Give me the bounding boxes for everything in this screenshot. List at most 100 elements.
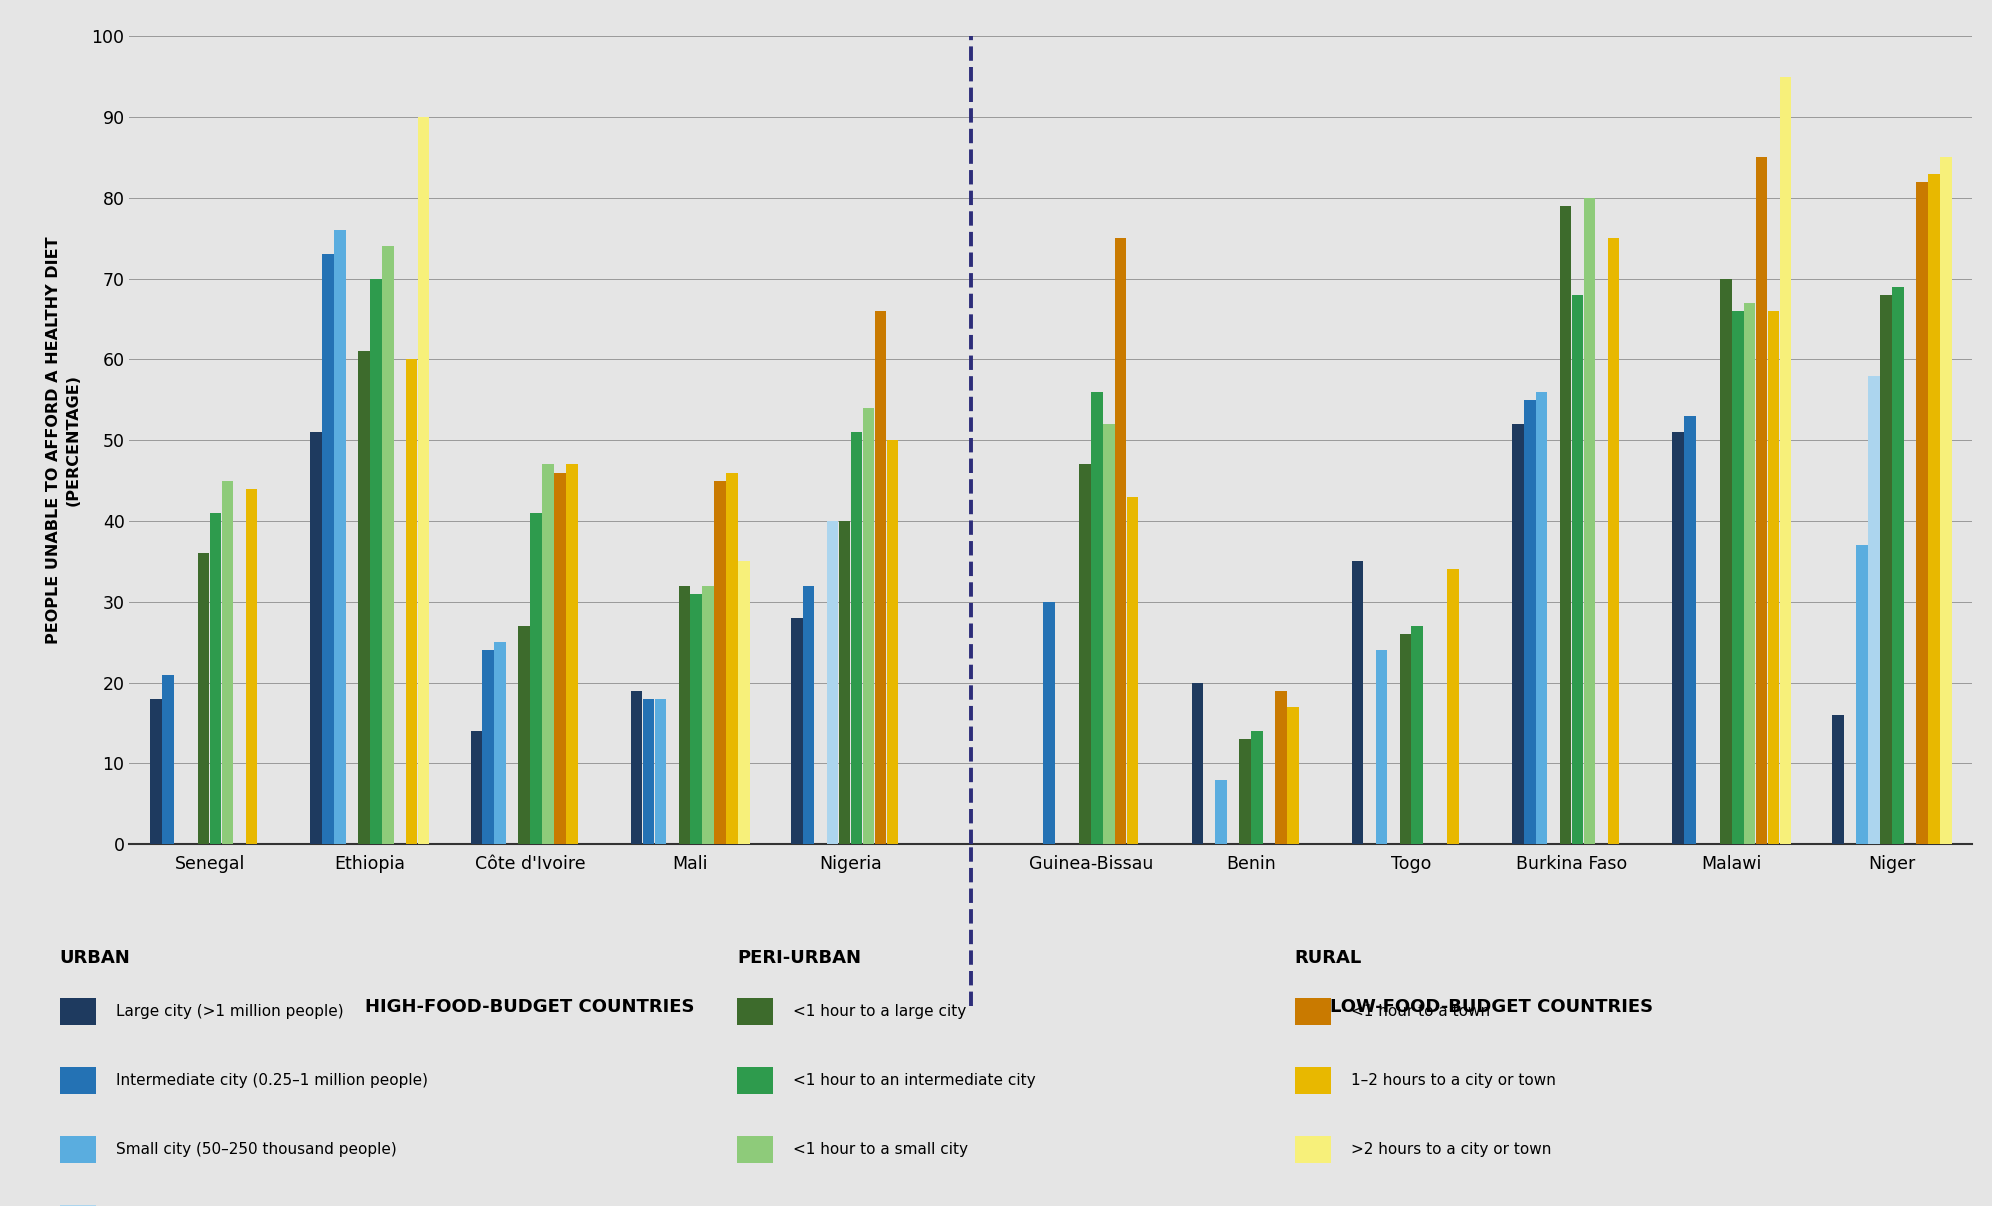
Bar <box>1683 416 1695 844</box>
Bar <box>60 1067 96 1094</box>
Text: PERI-URBAN: PERI-URBAN <box>737 949 861 967</box>
Text: LOW-FOOD-BUDGET COUNTRIES: LOW-FOOD-BUDGET COUNTRIES <box>1331 997 1653 1015</box>
Bar <box>1671 432 1683 844</box>
Bar <box>1116 238 1127 844</box>
Bar <box>1400 634 1410 844</box>
Bar <box>1044 602 1056 844</box>
Bar <box>518 626 530 844</box>
Bar <box>197 554 209 844</box>
Bar <box>739 562 749 844</box>
Bar <box>494 642 506 844</box>
Bar <box>1412 626 1422 844</box>
Text: >2 hours to a city or town: >2 hours to a city or town <box>1351 1142 1552 1157</box>
Bar <box>1287 707 1299 844</box>
Bar <box>359 351 371 844</box>
Bar <box>554 473 566 844</box>
Bar <box>323 254 335 844</box>
Bar <box>691 593 701 844</box>
Bar <box>1295 1067 1331 1094</box>
Text: URBAN: URBAN <box>60 949 131 967</box>
Bar <box>60 1136 96 1163</box>
Bar <box>631 691 641 844</box>
Bar <box>827 521 839 844</box>
Bar <box>839 521 851 844</box>
Bar <box>1512 425 1524 844</box>
Bar <box>737 999 773 1025</box>
Bar <box>1857 545 1868 844</box>
Text: 1–2 hours to a city or town: 1–2 hours to a city or town <box>1351 1073 1556 1088</box>
Bar <box>1584 198 1596 844</box>
Bar <box>1928 174 1940 844</box>
Text: <1 hour to an intermediate city: <1 hour to an intermediate city <box>793 1073 1036 1088</box>
Bar <box>1719 279 1731 844</box>
Bar <box>737 1067 773 1094</box>
Bar <box>1779 77 1791 844</box>
Bar <box>874 311 886 844</box>
Text: <1 hour to a town: <1 hour to a town <box>1351 1005 1490 1019</box>
Bar <box>1191 683 1203 844</box>
Text: RURAL: RURAL <box>1295 949 1363 967</box>
Bar <box>311 432 323 844</box>
Text: HIGH-FOOD-BUDGET COUNTRIES: HIGH-FOOD-BUDGET COUNTRIES <box>365 997 695 1015</box>
Bar <box>1916 182 1928 844</box>
Bar <box>1743 303 1755 844</box>
Text: <1 hour to a small city: <1 hour to a small city <box>793 1142 968 1157</box>
Bar <box>1376 650 1386 844</box>
Bar <box>1833 715 1845 844</box>
Bar <box>530 513 542 844</box>
Bar <box>542 464 554 844</box>
Bar <box>1353 562 1363 844</box>
Bar <box>643 698 653 844</box>
Bar <box>1940 158 1952 844</box>
Bar <box>1275 691 1287 844</box>
Bar <box>1892 287 1904 844</box>
Bar <box>1080 464 1092 844</box>
Text: Large city (>1 million people): Large city (>1 million people) <box>116 1005 343 1019</box>
Bar <box>482 650 494 844</box>
Bar <box>851 432 863 844</box>
Bar <box>406 359 418 844</box>
Bar <box>1092 392 1104 844</box>
Bar <box>1880 294 1892 844</box>
Bar <box>1448 569 1458 844</box>
Bar <box>1767 311 1779 844</box>
Bar <box>791 617 803 844</box>
Bar <box>60 999 96 1025</box>
Bar <box>1295 999 1331 1025</box>
Bar <box>886 440 898 844</box>
Text: <1 hour to a large city: <1 hour to a large city <box>793 1005 966 1019</box>
Bar <box>863 408 874 844</box>
Text: Small city (50–250 thousand people): Small city (50–250 thousand people) <box>116 1142 396 1157</box>
Bar <box>737 1136 773 1163</box>
Bar <box>1868 375 1880 844</box>
Bar <box>371 279 382 844</box>
Bar <box>1215 779 1227 844</box>
Bar <box>1295 1136 1331 1163</box>
Bar <box>245 488 257 844</box>
Bar <box>803 586 815 844</box>
Bar <box>1536 392 1548 844</box>
Bar <box>566 464 578 844</box>
Bar <box>655 698 665 844</box>
Bar <box>149 698 161 844</box>
Bar <box>418 117 430 844</box>
Bar <box>1524 400 1536 844</box>
Bar <box>335 230 347 844</box>
Bar <box>1560 206 1572 844</box>
Text: Intermediate city (0.25–1 million people): Intermediate city (0.25–1 million people… <box>116 1073 428 1088</box>
Bar <box>1127 497 1139 844</box>
Bar <box>1251 731 1263 844</box>
Bar <box>470 731 482 844</box>
Bar <box>703 586 713 844</box>
Bar <box>161 674 173 844</box>
Bar <box>1755 158 1767 844</box>
Bar <box>1239 739 1251 844</box>
Bar <box>715 480 725 844</box>
Bar <box>1572 294 1584 844</box>
Bar <box>1731 311 1743 844</box>
Bar <box>382 246 394 844</box>
Bar <box>679 586 689 844</box>
Bar <box>1608 238 1619 844</box>
Bar <box>1104 425 1116 844</box>
Bar <box>209 513 221 844</box>
